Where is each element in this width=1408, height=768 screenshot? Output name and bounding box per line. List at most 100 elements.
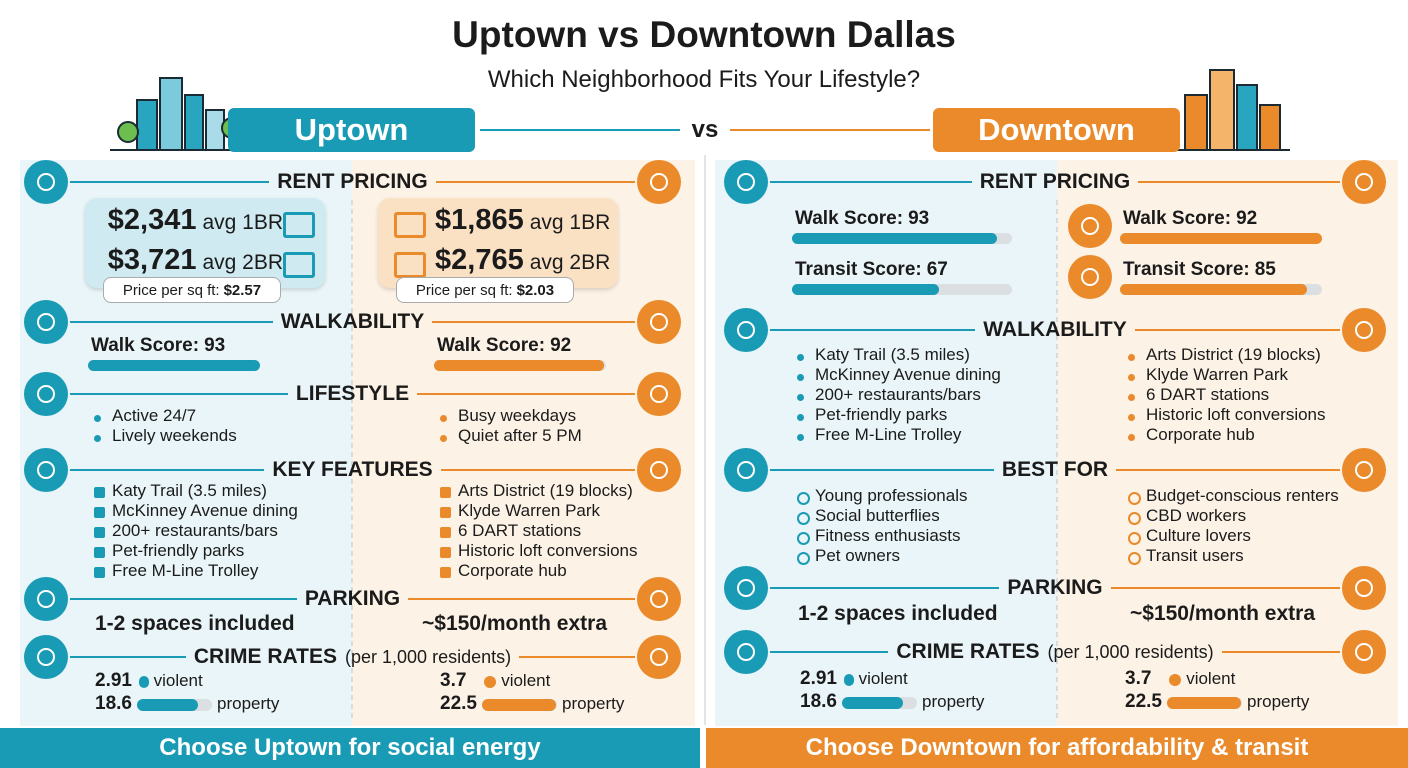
- crime-value: 18.6: [95, 693, 132, 714]
- home-icon: [394, 252, 426, 278]
- icon-glyph: [37, 648, 55, 666]
- sqft-pill: Price per sq ft: $2.57: [103, 277, 281, 303]
- list-item: Active 24/7: [112, 406, 197, 425]
- section-heading: BEST FOR: [770, 457, 1341, 483]
- heading-line: [770, 181, 972, 183]
- crime-label: violent: [858, 669, 908, 688]
- list-item: Historic loft conversions: [1146, 405, 1326, 424]
- rent-unit: avg 1BR: [202, 211, 283, 234]
- bullet: [440, 567, 451, 578]
- list-item: 6 DART stations: [1146, 385, 1270, 404]
- list-item: McKinney Avenue dining: [112, 501, 298, 520]
- rent-line: $2,765 avg 2BR: [390, 244, 655, 277]
- heading-text: WALKABILITY: [280, 310, 425, 333]
- crime-value: 3.7: [1125, 668, 1152, 689]
- downtown-tint: [1057, 160, 1398, 726]
- icon-glyph: [737, 579, 755, 597]
- rent-price: $1,865: [435, 204, 524, 236]
- bullet: [94, 415, 101, 422]
- rent-unit: avg 2BR: [529, 251, 611, 274]
- score-label: Transit Score:: [795, 259, 922, 280]
- list-item: 200+ restaurants/bars: [112, 521, 278, 540]
- bullet: [1128, 532, 1141, 545]
- crime-value: 22.5: [1125, 691, 1162, 712]
- rent-line: $1,865 avg 1BR: [390, 204, 655, 237]
- heading-line: [435, 181, 636, 183]
- bullet: [440, 415, 447, 422]
- home-icon: [283, 212, 315, 238]
- crime-label: property: [217, 694, 280, 713]
- bullet: [797, 394, 804, 401]
- rent-price: $2,341: [107, 204, 197, 236]
- list-item: Arts District (19 blocks): [458, 481, 633, 500]
- heading-line: [1221, 651, 1340, 653]
- heading-text: RENT PRICING: [277, 170, 428, 193]
- list-item: Social butterflies: [815, 506, 940, 525]
- bullet: [797, 374, 804, 381]
- list-item: Busy weekdays: [458, 406, 577, 425]
- heading-line: [70, 656, 186, 658]
- score-value: 85: [1254, 259, 1276, 280]
- score: Walk Score: 92: [437, 335, 571, 357]
- heading-line: [1134, 329, 1341, 331]
- bullet: [94, 435, 101, 442]
- rent-price: $2,765: [435, 244, 524, 276]
- icon-glyph: [1081, 217, 1099, 235]
- icon-glyph: [37, 313, 55, 331]
- heading-text: RENT PRICING: [979, 170, 1131, 193]
- list-item: Culture lovers: [1146, 526, 1251, 545]
- list-item: Fitness enthusiasts: [815, 526, 961, 545]
- list-item: CBD workers: [1146, 506, 1247, 525]
- heading-line: [70, 321, 273, 323]
- section-heading: RENT PRICING: [70, 169, 636, 195]
- bullet: [94, 567, 105, 578]
- list-item: Free M-Line Trolley: [815, 425, 962, 444]
- heading-text: KEY FEATURES: [272, 458, 433, 481]
- heading-note: (per 1,000 residents): [345, 646, 512, 667]
- icon-glyph: [37, 173, 55, 191]
- list-item: Pet-friendly parks: [815, 405, 948, 424]
- list-item: Quiet after 5 PM: [458, 426, 582, 445]
- icon-glyph: [650, 385, 668, 403]
- heading-text: CRIME RATES: [896, 640, 1040, 663]
- subtitle: Which Neighborhood Fits Your Lifestyle?: [487, 66, 921, 93]
- bar: [842, 697, 904, 709]
- icon-glyph: [650, 313, 668, 331]
- title: Uptown vs Downtown Dallas: [452, 14, 956, 55]
- sqft-value: $2.57: [223, 281, 262, 299]
- icon: [637, 300, 681, 344]
- icon: [24, 577, 68, 621]
- footer-banner: Choose Uptown for social energy: [0, 728, 700, 768]
- icon: [1068, 255, 1112, 299]
- icon-glyph: [1355, 321, 1373, 339]
- bar: [139, 676, 149, 688]
- icon-glyph: [1355, 461, 1373, 479]
- icon-glyph: [737, 643, 755, 661]
- list-item: Budget-conscious renters: [1146, 486, 1339, 505]
- list-item: McKinney Avenue dining: [815, 365, 1001, 384]
- crime-label: violent: [1186, 669, 1236, 688]
- icon-glyph: [37, 385, 55, 403]
- crime-label: violent: [153, 671, 203, 690]
- icon: [24, 372, 68, 416]
- list-item: Klyde Warren Park: [1146, 365, 1289, 384]
- icon-glyph: [1081, 268, 1099, 286]
- section-heading: CRIME RATES (per 1,000 residents): [770, 639, 1340, 665]
- heading-line: [519, 656, 635, 658]
- crime-label: property: [922, 692, 985, 711]
- icon-glyph: [37, 590, 55, 608]
- bullet: [1128, 374, 1135, 381]
- heading-line: [70, 181, 270, 183]
- bullet: [1128, 394, 1135, 401]
- icon: [1342, 448, 1386, 492]
- banner: Uptown: [228, 108, 475, 152]
- rent-unit: avg 2BR: [202, 251, 283, 274]
- icon-glyph: [37, 461, 55, 479]
- rent-line: $3,721 avg 2BR: [97, 244, 283, 277]
- heading-text: LIFESTYLE: [295, 382, 410, 405]
- sqft-value: $2.03: [516, 281, 555, 299]
- icon-glyph: [737, 461, 755, 479]
- heading-line: [70, 598, 297, 600]
- bullet: [440, 487, 451, 498]
